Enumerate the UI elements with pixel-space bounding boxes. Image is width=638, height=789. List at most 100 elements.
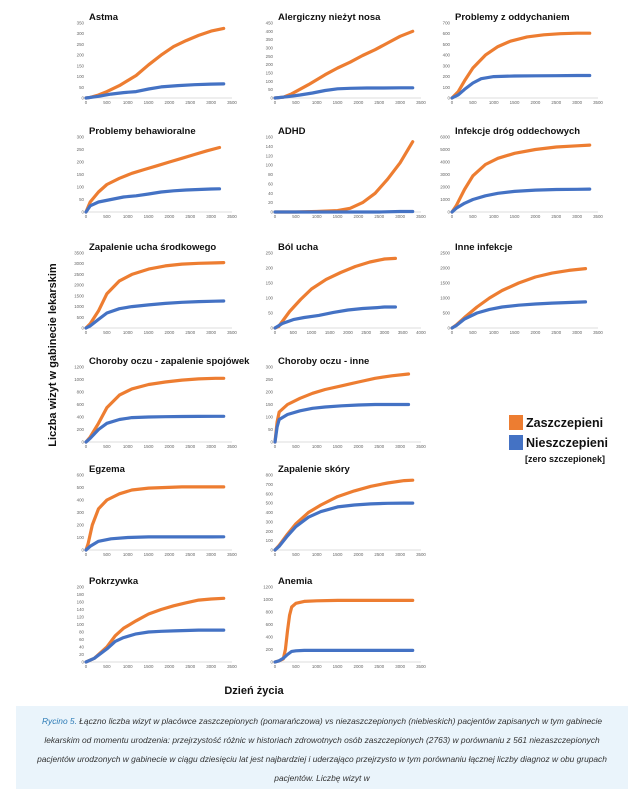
panel-4-xtick-6: 3000 xyxy=(395,214,405,219)
panel-2-xtick-5: 2500 xyxy=(551,100,561,105)
panel-8-xtick-5: 2500 xyxy=(551,330,561,335)
panel-7-xtick-4: 2000 xyxy=(343,330,353,335)
panel-13-ytick-6: 120 xyxy=(77,615,85,620)
panel-7-xtick-6: 3000 xyxy=(380,330,390,335)
panel-4-ytick-3: 60 xyxy=(268,181,273,186)
panel-0-xtick-4: 2000 xyxy=(165,100,175,105)
panel-11-xtick-0: 0 xyxy=(85,552,88,557)
panel-11-ytick-5: 500 xyxy=(77,485,85,490)
panel-5-ytick-1: 1000 xyxy=(440,197,450,202)
panel-14-xtick-7: 3500 xyxy=(416,664,426,669)
panel-0-xtick-0: 0 xyxy=(85,100,88,105)
panel-7-xtick-8: 4000 xyxy=(416,330,426,335)
caption-text: Łączno liczba wizyt w placówce zaszczepi… xyxy=(37,716,607,783)
panel-3-ytick-0: 0 xyxy=(82,210,85,215)
panel-1-ytick-8: 400 xyxy=(266,29,274,34)
panel-13-title: Pokrzywka xyxy=(89,576,139,587)
legend-item-unvaccinated: Nieszczepieni xyxy=(509,433,638,452)
panel-11: 0 100 200 300 400 500 600 0 500 1000 1500 2000 2500 3… xyxy=(77,464,238,557)
panel-5-title: Infekcje dróg oddechowych xyxy=(455,126,580,137)
panel-6-xtick-1: 500 xyxy=(103,330,111,335)
panel-9-ytick-2: 400 xyxy=(77,415,85,420)
panel-0-ytick-1: 50 xyxy=(79,85,84,90)
panel-11-ytick-0: 0 xyxy=(82,548,85,553)
panel-14-xtick-4: 2000 xyxy=(354,664,364,669)
panel-4-xtick-1: 500 xyxy=(292,214,300,219)
panel-4-xtick-3: 1500 xyxy=(333,214,343,219)
panel-2-xtick-2: 1000 xyxy=(489,100,499,105)
panel-3-xtick-6: 3000 xyxy=(206,214,216,219)
panel-2-ytick-3: 300 xyxy=(443,63,451,68)
panel-0-title: Astma xyxy=(89,12,119,23)
panel-5-ytick-0: 0 xyxy=(448,210,451,215)
panel-5-ytick-6: 6000 xyxy=(440,135,450,140)
panel-12-series-vaccinated xyxy=(273,478,415,552)
panel-13-xtick-1: 500 xyxy=(103,664,111,669)
panel-14-xtick-5: 2500 xyxy=(374,664,384,669)
legend-swatch-vaccinated xyxy=(509,415,523,430)
panel-8-title: Inne infekcje xyxy=(455,242,513,253)
panel-7-xtick-0: 0 xyxy=(274,330,277,335)
panel-7-title: Ból ucha xyxy=(278,242,319,253)
panel-1-series-vaccinated xyxy=(273,29,415,100)
panel-3-ytick-4: 200 xyxy=(77,160,85,165)
panel-10-ytick-6: 300 xyxy=(266,365,274,370)
panel-2-xtick-4: 2000 xyxy=(531,100,541,105)
panel-13-xtick-6: 3000 xyxy=(206,664,216,669)
panel-7-xtick-1: 500 xyxy=(290,330,298,335)
panel-14-ytick-1: 200 xyxy=(266,647,274,652)
y-axis-label: Liczba wizyt w gabinecie lekarskim xyxy=(47,263,59,447)
panel-5-xtick-5: 2500 xyxy=(551,214,561,219)
panel-12-xtick-4: 2000 xyxy=(354,552,364,557)
panel-11-xtick-2: 1000 xyxy=(123,552,133,557)
panel-1-series-unvaccinated xyxy=(273,86,415,100)
panel-10-xtick-5: 2500 xyxy=(374,444,384,449)
panel-6-ytick-2: 1000 xyxy=(74,304,84,309)
panel-4-ytick-0: 0 xyxy=(271,210,274,215)
panel-9-xtick-1: 500 xyxy=(103,444,111,449)
panel-13-ytick-3: 60 xyxy=(79,637,84,642)
panel-2-ytick-1: 100 xyxy=(443,85,451,90)
panel-7-ytick-4: 200 xyxy=(266,266,274,271)
panel-0-ytick-5: 250 xyxy=(77,42,85,47)
panel-4-ytick-7: 140 xyxy=(266,144,274,149)
panel-11-ytick-3: 300 xyxy=(77,510,85,515)
panel-8-ytick-3: 1500 xyxy=(440,281,450,286)
panel-14-ytick-3: 600 xyxy=(266,622,274,627)
panel-12-xtick-2: 1000 xyxy=(312,552,322,557)
panel-6-ytick-4: 2000 xyxy=(74,283,84,288)
panel-10-ytick-1: 50 xyxy=(268,427,273,432)
legend-label-unvaccinated: Nieszczepieni xyxy=(526,435,608,450)
panel-7-xtick-7: 3500 xyxy=(398,330,408,335)
panel-14-series-unvaccinated xyxy=(273,648,415,664)
panel-7-series-unvaccinated xyxy=(273,305,397,330)
panel-6-ytick-5: 2500 xyxy=(74,272,84,277)
panel-13-ytick-1: 20 xyxy=(79,652,84,657)
panel-6-series-vaccinated xyxy=(84,261,226,330)
panel-4-xtick-2: 1000 xyxy=(312,214,322,219)
panel-12-ytick-8: 800 xyxy=(266,473,274,478)
panel-12-xtick-0: 0 xyxy=(274,552,277,557)
panel-5-ytick-4: 4000 xyxy=(440,160,450,165)
panel-1-ytick-6: 300 xyxy=(266,46,274,51)
panel-14-ytick-4: 800 xyxy=(266,610,274,615)
panel-4-xtick-5: 2500 xyxy=(374,214,384,219)
panel-0-xtick-5: 2500 xyxy=(185,100,195,105)
panel-8-xtick-0: 0 xyxy=(451,330,454,335)
panel-10-ytick-2: 100 xyxy=(266,415,274,420)
panel-3-xtick-2: 1000 xyxy=(123,214,133,219)
panel-2-ytick-4: 400 xyxy=(443,53,451,58)
panel-8: 0 500 1000 1500 2000 2500 0 500 1000 1500 2000 2500… xyxy=(440,242,603,335)
panel-1-ytick-5: 250 xyxy=(266,54,274,59)
panel-11-title: Egzema xyxy=(89,464,126,475)
panel-9-ytick-1: 200 xyxy=(77,427,85,432)
panel-12-ytick-7: 700 xyxy=(266,482,274,487)
panel-10-series-unvaccinated xyxy=(273,402,411,444)
panel-10-ytick-3: 150 xyxy=(266,402,274,407)
legend-swatch-unvaccinated xyxy=(509,435,523,450)
panel-1-xtick-6: 3000 xyxy=(395,100,405,105)
panel-13-ytick-8: 160 xyxy=(77,600,85,605)
